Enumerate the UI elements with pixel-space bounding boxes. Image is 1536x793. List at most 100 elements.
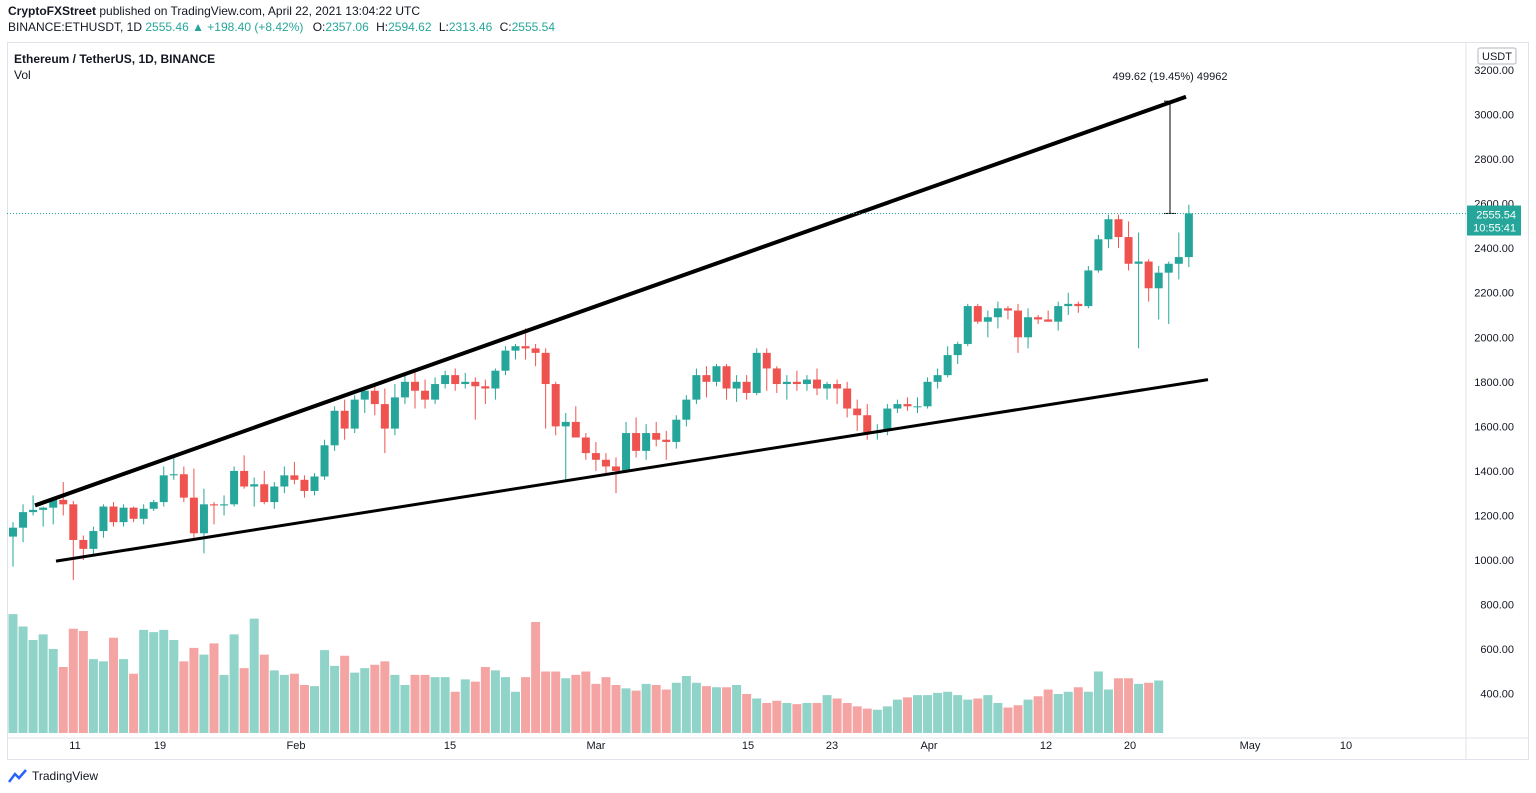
volume-bar	[159, 629, 169, 733]
volume-bar	[1033, 696, 1043, 733]
volume-bar	[561, 678, 571, 733]
volume-bar	[772, 700, 782, 733]
candle-body	[863, 415, 872, 434]
x-tick-label: 15	[444, 740, 456, 752]
volume-bar	[1043, 689, 1053, 733]
currency-box	[1477, 47, 1517, 65]
volume-bar	[169, 640, 179, 733]
candle-body	[682, 399, 691, 420]
published-text: published on TradingView.com, April 22, …	[99, 4, 421, 18]
volume-bar	[48, 649, 58, 733]
chart-title[interactable]: Ethereum / TetherUS, 1D, BINANCE	[14, 52, 216, 66]
candle-body	[1094, 239, 1103, 271]
volume-bar	[762, 703, 772, 733]
x-tick-label: 15	[742, 740, 754, 752]
candle-body	[823, 384, 832, 389]
volume-bar	[742, 694, 752, 733]
y-tick-label: 1000.00	[1474, 555, 1514, 567]
volume-layer	[8, 614, 1164, 733]
candle-body	[722, 366, 731, 389]
candle-body	[451, 375, 460, 385]
publish-header: CryptoFXStreet published on TradingView.…	[0, 0, 1536, 40]
trendline-layer: 499.62 (19.45%) 49962	[34, 71, 1228, 563]
volume-bar	[320, 650, 330, 733]
candle-body	[903, 404, 912, 407]
candle-body	[501, 350, 510, 371]
candle-body	[732, 381, 741, 389]
brand-name: TradingView	[32, 769, 99, 783]
volume-bar	[591, 683, 601, 733]
candle-body	[1003, 308, 1012, 311]
candle-body	[300, 479, 309, 491]
candle-body	[953, 343, 962, 356]
candle-body	[802, 379, 811, 385]
volume-bar	[993, 703, 1003, 733]
open-label: O:	[312, 20, 326, 34]
volume-bar	[1114, 678, 1123, 733]
volume-bar	[511, 691, 520, 733]
candle-body	[1054, 306, 1063, 322]
volume-bar	[571, 674, 581, 733]
volume-bar	[149, 632, 159, 733]
candle-body	[632, 433, 641, 451]
volume-indicator-label[interactable]: Vol	[14, 68, 31, 82]
volume-bar	[28, 640, 38, 733]
footer[interactable]: TradingView	[8, 766, 98, 786]
volume-bar	[219, 674, 229, 733]
candle-body	[109, 506, 118, 523]
volume-bar	[199, 654, 209, 733]
volume-bar	[892, 699, 902, 733]
candle-body	[149, 502, 158, 509]
x-tick-label: Feb	[287, 740, 306, 752]
volume-bar	[812, 703, 822, 733]
volume-bar	[1124, 678, 1134, 733]
candle-body	[551, 384, 560, 427]
candle-body	[652, 433, 661, 440]
volume-bar	[259, 654, 269, 733]
volume-bar	[310, 686, 319, 733]
volume-bar	[551, 671, 561, 733]
y-tick-label: 3000.00	[1474, 110, 1514, 122]
close-value: 2555.54	[511, 20, 555, 34]
y-tick-label: 800.00	[1480, 600, 1514, 612]
volume-bar	[109, 637, 118, 733]
volume-bar	[882, 706, 892, 733]
volume-bar	[289, 673, 299, 733]
volume-bar	[249, 618, 259, 733]
candle-body	[853, 408, 862, 416]
publisher-name[interactable]: CryptoFXStreet	[8, 4, 97, 18]
candle-body	[59, 499, 68, 505]
volume-bar	[862, 708, 872, 733]
candle-body	[913, 406, 922, 408]
volume-bar	[953, 695, 963, 733]
x-tick-label: 11	[69, 740, 80, 752]
candle-body	[1014, 310, 1022, 338]
volume-bar	[641, 683, 651, 733]
volume-bar	[943, 691, 953, 733]
candle-body	[310, 476, 319, 491]
volume-bar	[611, 685, 621, 733]
candle-body	[250, 484, 259, 487]
volume-bar	[330, 665, 340, 733]
volume-bar	[299, 685, 309, 733]
candle-body	[833, 384, 842, 389]
volume-bar	[712, 687, 721, 733]
candle-body	[290, 475, 299, 480]
candle-body	[189, 497, 198, 534]
y-tick-label: 2200.00	[1474, 288, 1514, 300]
y-tick-label: 2400.00	[1474, 243, 1514, 255]
candle-body	[1144, 261, 1153, 289]
y-tick-label: 1200.00	[1474, 510, 1514, 522]
measure-label: 499.62 (19.45%) 49962	[1113, 71, 1228, 83]
volume-bar	[923, 695, 933, 733]
last-price-badge	[1467, 205, 1521, 236]
candle-body	[461, 381, 470, 385]
volume-bar	[430, 677, 440, 733]
chart-frame[interactable]	[7, 42, 1529, 760]
volume-bar	[963, 699, 973, 733]
candle-body	[360, 390, 369, 400]
candle-body	[531, 348, 540, 353]
candle-body	[400, 381, 409, 398]
candle-body	[340, 410, 349, 429]
